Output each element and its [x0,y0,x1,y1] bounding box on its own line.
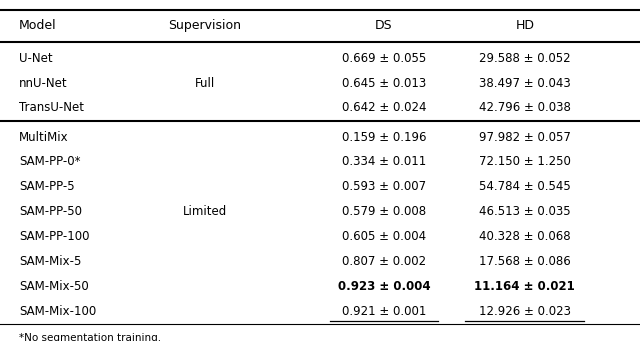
Text: 17.568 ± 0.086: 17.568 ± 0.086 [479,255,571,268]
Text: 0.579 ± 0.008: 0.579 ± 0.008 [342,205,426,218]
Text: 54.784 ± 0.545: 54.784 ± 0.545 [479,180,571,193]
Text: nnU-Net: nnU-Net [19,76,68,90]
Text: 0.645 ± 0.013: 0.645 ± 0.013 [342,76,426,90]
Text: 97.982 ± 0.057: 97.982 ± 0.057 [479,131,571,144]
Text: SAM-PP-100: SAM-PP-100 [19,230,90,243]
Text: Model: Model [19,19,57,32]
Text: Supervision: Supervision [168,19,241,32]
Text: *No segmentation training.: *No segmentation training. [19,333,161,341]
Text: MultiMix: MultiMix [19,131,69,144]
Text: 40.328 ± 0.068: 40.328 ± 0.068 [479,230,571,243]
Text: SAM-PP-50: SAM-PP-50 [19,205,82,218]
Text: 0.334 ± 0.011: 0.334 ± 0.011 [342,155,426,168]
Text: 0.807 ± 0.002: 0.807 ± 0.002 [342,255,426,268]
Text: SAM-PP-5: SAM-PP-5 [19,180,75,193]
Text: 0.923 ± 0.004: 0.923 ± 0.004 [338,280,430,293]
Text: SAM-Mix-50: SAM-Mix-50 [19,280,89,293]
Text: 0.605 ± 0.004: 0.605 ± 0.004 [342,230,426,243]
Text: 12.926 ± 0.023: 12.926 ± 0.023 [479,305,571,318]
Text: Limited: Limited [182,205,227,218]
Text: 0.642 ± 0.024: 0.642 ± 0.024 [342,101,426,115]
Text: HD: HD [515,19,534,32]
Text: 11.164 ± 0.021: 11.164 ± 0.021 [474,280,575,293]
Text: 0.593 ± 0.007: 0.593 ± 0.007 [342,180,426,193]
Text: TransU-Net: TransU-Net [19,101,84,115]
Text: 0.669 ± 0.055: 0.669 ± 0.055 [342,51,426,65]
Text: 46.513 ± 0.035: 46.513 ± 0.035 [479,205,571,218]
Text: 0.921 ± 0.001: 0.921 ± 0.001 [342,305,426,318]
Text: SAM-PP-0*: SAM-PP-0* [19,155,81,168]
Text: DS: DS [375,19,393,32]
Text: Full: Full [195,76,215,90]
Text: 38.497 ± 0.043: 38.497 ± 0.043 [479,76,571,90]
Text: U-Net: U-Net [19,51,53,65]
Text: 72.150 ± 1.250: 72.150 ± 1.250 [479,155,571,168]
Text: 29.588 ± 0.052: 29.588 ± 0.052 [479,51,571,65]
Text: SAM-Mix-100: SAM-Mix-100 [19,305,97,318]
Text: 42.796 ± 0.038: 42.796 ± 0.038 [479,101,571,115]
Text: SAM-Mix-5: SAM-Mix-5 [19,255,81,268]
Text: 0.159 ± 0.196: 0.159 ± 0.196 [342,131,426,144]
